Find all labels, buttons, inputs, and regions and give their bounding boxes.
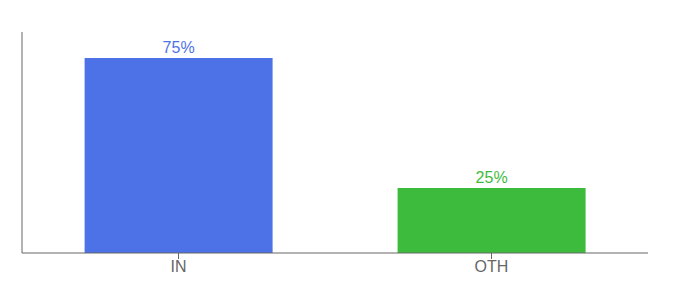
svg-text:IN: IN [171,258,187,275]
svg-text:OTH: OTH [475,258,509,275]
svg-text:75%: 75% [163,39,195,56]
svg-text:25%: 25% [476,169,508,186]
